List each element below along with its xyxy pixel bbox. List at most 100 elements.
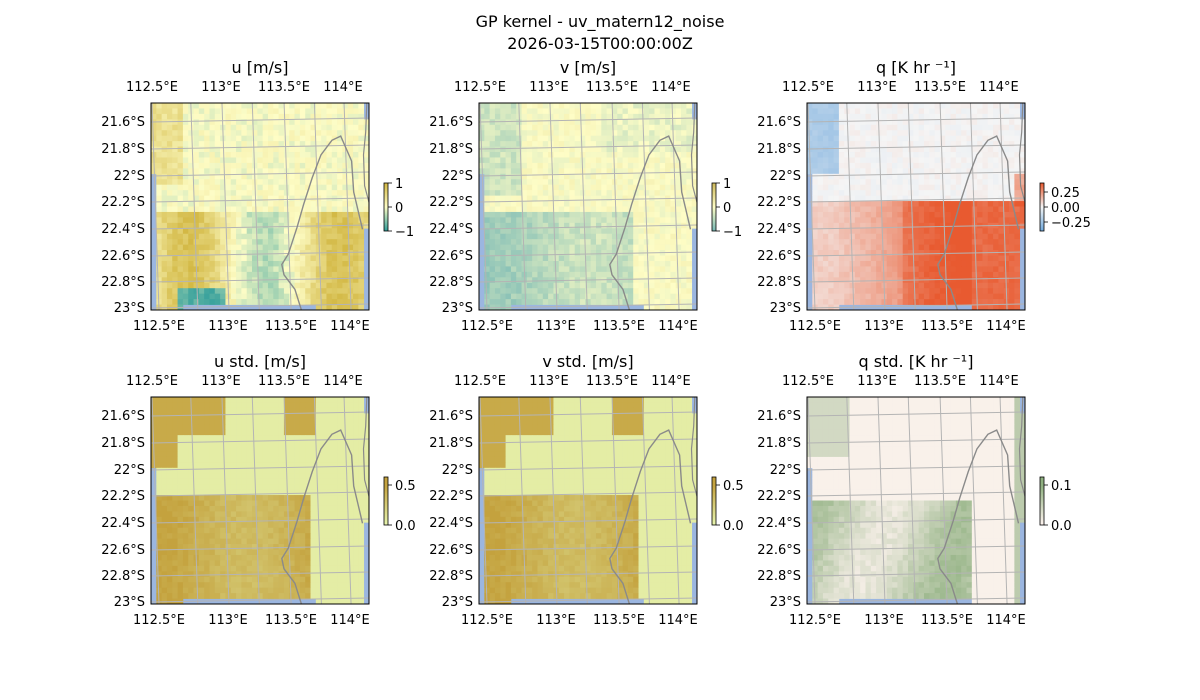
heatmap-cell	[209, 228, 216, 235]
heatmap-cell	[833, 271, 840, 278]
heatmap-cell	[342, 168, 349, 175]
parallel-line	[807, 303, 1025, 309]
heatmap-cell	[844, 222, 850, 229]
heatmap-cell	[622, 266, 629, 273]
heatmap-cell	[267, 173, 274, 180]
heatmap-cell	[305, 135, 311, 142]
heatmap-cell	[908, 217, 914, 224]
heatmap-cell	[521, 157, 528, 164]
heatmap-cell	[807, 103, 813, 109]
heatmap-cell	[638, 244, 645, 251]
heatmap-cell	[998, 113, 1005, 120]
heatmap-cell	[225, 239, 232, 245]
heatmap-cell	[331, 190, 338, 196]
heatmap-cell	[993, 173, 999, 180]
heatmap-cell	[331, 217, 338, 224]
heatmap-cell	[617, 157, 623, 164]
heatmap-cell	[246, 113, 253, 120]
heatmap-cell	[601, 184, 607, 191]
heatmap-cell	[633, 217, 639, 224]
heatmap-cell	[358, 266, 365, 273]
heatmap-cell	[670, 288, 677, 295]
heatmap-cell	[283, 162, 290, 169]
heatmap-cell	[649, 157, 655, 164]
heatmap-cell	[617, 271, 623, 278]
heatmap-cell	[580, 282, 586, 289]
heatmap-cell	[627, 266, 634, 273]
heatmap-cell	[548, 222, 554, 229]
map-q	[807, 103, 1025, 310]
heatmap-cell	[955, 179, 962, 186]
heatmap-cell	[654, 282, 661, 289]
heatmap-cell	[595, 250, 602, 256]
heatmap-cell	[363, 130, 369, 137]
heatmap-cell	[987, 255, 994, 262]
heatmap-cell	[611, 141, 618, 147]
heatmap-cell	[315, 282, 322, 289]
heatmap-cell	[310, 124, 317, 131]
heatmap-cell	[627, 162, 634, 169]
heatmap-cell	[188, 277, 194, 284]
heatmap-cell	[321, 407, 327, 414]
heatmap-cell	[484, 217, 490, 224]
heatmap-cell	[236, 282, 242, 289]
heatmap-cell	[838, 244, 845, 251]
heatmap-cell	[278, 146, 285, 153]
heatmap-cell	[273, 135, 279, 142]
heatmap-cell	[337, 146, 343, 153]
heatmap-cell	[638, 130, 645, 137]
heatmap-cell	[558, 288, 565, 295]
heatmap-cell	[353, 179, 359, 186]
heatmap-cell	[838, 135, 845, 142]
heatmap-cell	[177, 413, 184, 420]
heatmap-cell	[918, 135, 925, 142]
heatmap-cell	[822, 250, 829, 256]
heatmap-cell	[182, 195, 189, 202]
heatmap-cell	[558, 157, 565, 164]
heatmap-cell	[649, 113, 655, 120]
heatmap-cell	[214, 130, 221, 137]
heatmap-cell	[574, 266, 581, 273]
heatmap-cell	[923, 228, 930, 235]
panel-u: u [m/s]112.5°E112.5°E113°E113°E113.5°E11…	[101, 58, 414, 334]
heatmap-cell	[305, 130, 311, 137]
heatmap-cell	[966, 184, 973, 191]
heatmap-cell	[193, 184, 200, 191]
heatmap-cell	[892, 211, 898, 218]
heatmap-cell	[273, 179, 279, 186]
heatmap-cell	[537, 201, 544, 207]
heatmap-cell	[542, 271, 549, 278]
heatmap-cell	[606, 293, 613, 300]
heatmap-cell	[326, 266, 333, 273]
heatmap-cell	[686, 288, 693, 295]
heatmap-cell	[929, 271, 935, 278]
heatmap-cell	[590, 184, 597, 191]
x-tick-bottom-label: 114°E	[658, 319, 698, 334]
heatmap-cell	[230, 293, 237, 300]
heatmap-cell	[252, 299, 258, 305]
heatmap-cell	[569, 282, 576, 289]
heatmap-cell	[870, 260, 877, 267]
heatmap-cell	[542, 277, 549, 284]
heatmap-cell	[172, 206, 178, 213]
heatmap-cell	[315, 152, 322, 158]
heatmap-cell	[542, 282, 549, 289]
heatmap-cell	[1014, 146, 1021, 153]
heatmap-cell	[908, 113, 914, 120]
heatmap-cell	[833, 135, 840, 142]
heatmap-cell	[892, 282, 898, 289]
x-tick-top-label: 114°E	[323, 80, 363, 95]
heatmap-cell	[156, 195, 162, 202]
heatmap-cell	[998, 282, 1005, 289]
heatmap-cell	[198, 239, 205, 245]
y-tick-label: 22.2°S	[101, 195, 145, 210]
heatmap-cell	[225, 184, 232, 191]
heatmap-cell	[574, 190, 581, 196]
heatmap-cell	[686, 168, 693, 175]
heatmap-cell	[918, 113, 925, 120]
heatmap-cell	[156, 173, 162, 180]
heatmap-cell	[886, 190, 893, 196]
heatmap-cell	[590, 293, 597, 300]
heatmap-cell	[230, 250, 237, 256]
heatmap-cell	[236, 211, 242, 218]
